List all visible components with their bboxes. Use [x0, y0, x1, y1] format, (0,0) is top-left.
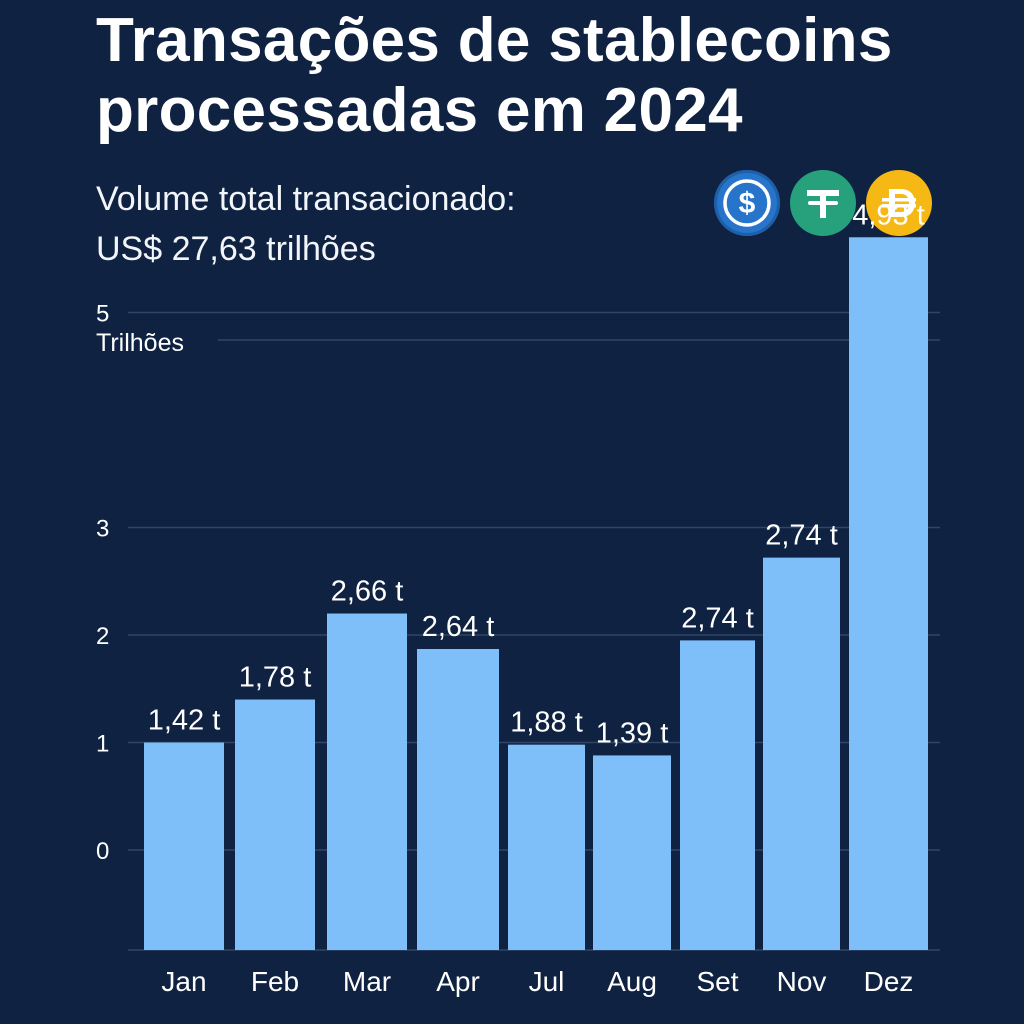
y-tick-label: 5 [96, 301, 109, 328]
data-label-mar: 2,66 t [331, 576, 404, 608]
chart-title-line-2: processadas em 2024 [96, 76, 743, 145]
x-tick-label-nov: Nov [777, 966, 827, 997]
subtitle-line-1: Volume total transacionado: [96, 180, 516, 218]
data-label-jul: 1,88 t [510, 707, 583, 739]
bar-apr [417, 649, 499, 950]
x-tick-label-apr: Apr [436, 966, 480, 997]
chart-title: Transações de stablecoins processadas em… [96, 6, 976, 146]
bar-dez [849, 237, 928, 950]
data-label-aug: 1,39 t [596, 717, 669, 749]
x-tick-label-dez: Dez [864, 966, 914, 997]
x-tick-label-jul: Jul [529, 966, 565, 997]
y-tick-label: 1 [96, 731, 109, 758]
bar-jul [508, 744, 585, 950]
subtitle-line-2: US$ 27,63 trilhões [96, 230, 376, 268]
bar-nov [763, 557, 840, 950]
bar-feb [235, 699, 315, 950]
data-label-nov: 2,74 t [765, 520, 838, 552]
bar-aug [593, 755, 671, 950]
chart-title-line-1: Transações de stablecoins [96, 6, 893, 75]
data-label-feb: 1,78 t [239, 662, 312, 694]
chart-subtitle: Volume total transacionado: US$ 27,63 tr… [96, 174, 516, 274]
x-tick-label-aug: Aug [607, 966, 657, 997]
svg-text:$: $ [739, 187, 756, 220]
y-axis-label: Trilhões [96, 329, 184, 357]
data-label-dez: 4,93 t [852, 199, 925, 231]
y-tick-label: 3 [96, 516, 109, 543]
data-label-set: 2,74 t [681, 602, 754, 634]
tether-icon [790, 170, 856, 236]
bar-jan [144, 742, 224, 950]
y-tick-label: 2 [96, 623, 109, 650]
bars [144, 237, 928, 950]
x-tick-label-feb: Feb [251, 966, 299, 997]
x-tick-label-set: Set [696, 966, 738, 997]
dai-icon [866, 170, 932, 236]
x-tick-label-mar: Mar [343, 966, 391, 997]
data-label-jan: 1,42 t [148, 705, 221, 737]
x-tick-label-jan: Jan [161, 966, 206, 997]
bar-set [680, 640, 755, 950]
labels: 0 1 2 3 5 1,42 t Jan 1,78 t Feb 2,66 t Mar 2,64 t Ap… [96, 199, 925, 997]
stablecoin-icons: $ [714, 170, 932, 236]
usdc-icon: $ [714, 170, 780, 236]
bar-mar [327, 613, 407, 950]
y-tick-label: 0 [96, 838, 109, 865]
data-label-apr: 2,64 t [422, 611, 495, 643]
